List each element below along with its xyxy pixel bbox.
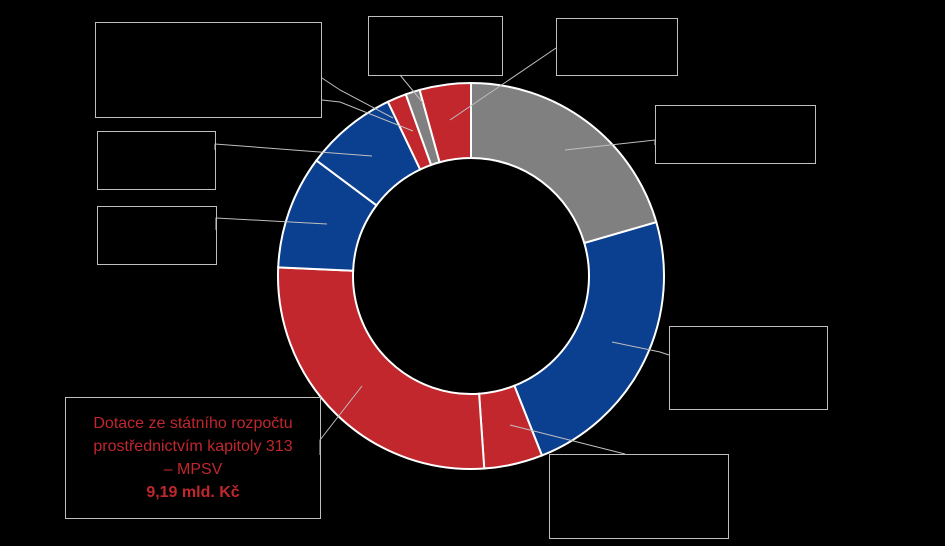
leader-line	[319, 385, 363, 455]
callout-box	[368, 16, 503, 76]
leader-line	[215, 217, 328, 230]
donut-segment	[418, 81, 472, 164]
donut-segment	[470, 81, 658, 245]
callout-box	[97, 131, 216, 190]
donut-segment	[513, 220, 665, 457]
leader-line	[564, 139, 656, 151]
leader-line	[399, 74, 424, 104]
value-label: 9,19 mld. Kč	[146, 484, 240, 501]
callout-box	[65, 397, 321, 519]
callout-box	[556, 18, 678, 76]
callouts	[65, 16, 828, 539]
leader-line	[321, 77, 394, 119]
callout-box	[97, 206, 217, 265]
callout-box	[669, 326, 828, 410]
callout-box	[549, 454, 729, 539]
callout-box	[655, 105, 816, 164]
segment-label: Dotace ze státního rozpočtu prostřednict…	[93, 415, 293, 478]
leader-line	[611, 341, 670, 356]
leader-line	[214, 143, 373, 157]
data-label: Dotace ze státního rozpočtu prostřednict…	[66, 398, 320, 518]
leader-line	[321, 99, 414, 132]
donut-segment	[277, 266, 486, 470]
leader-line	[509, 424, 626, 455]
callout-box	[95, 22, 322, 118]
leader-line	[449, 47, 557, 121]
